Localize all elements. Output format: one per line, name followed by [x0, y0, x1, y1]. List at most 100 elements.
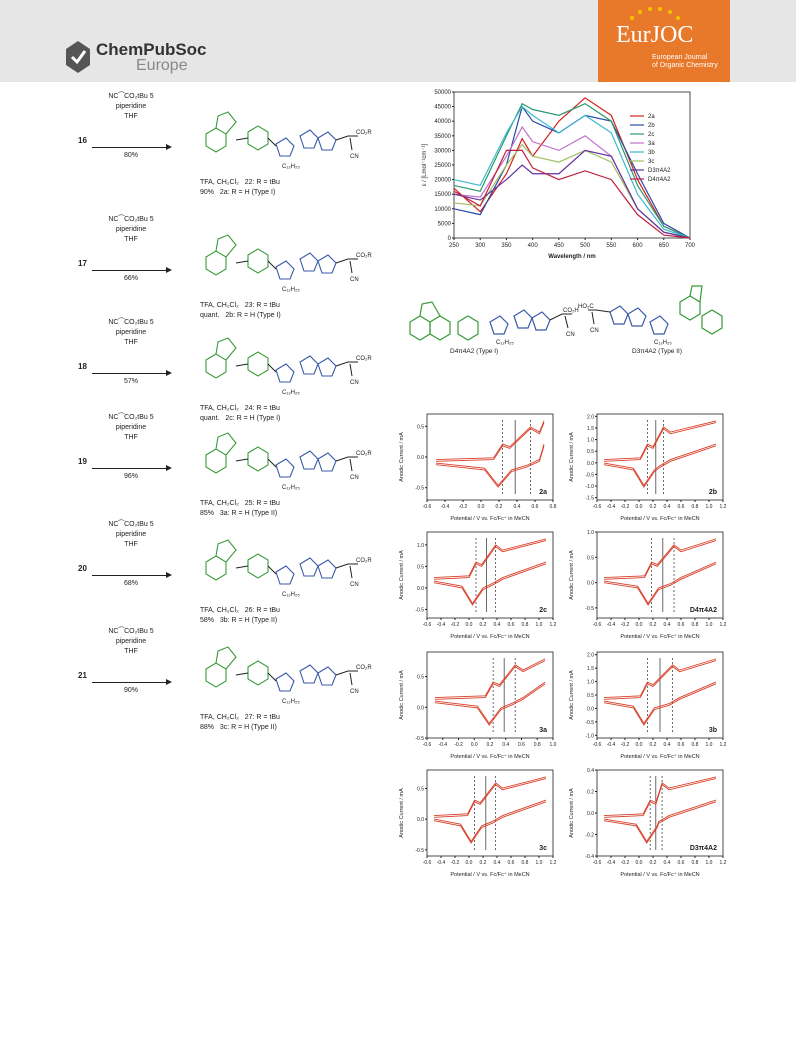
cv-compound-label: 3b	[709, 727, 717, 734]
cv-plot: -0.6 -0.4 -0.2 0.0 0.2 0.4 0.6 0.8 -0.5 0.0 0.5 Pot…	[399, 413, 557, 522]
cv-trace-reverse	[603, 801, 717, 844]
cv-compound-label: D4π4A2	[690, 607, 717, 614]
x-axis-label: Potential / V vs. Fc/Fc⁺ in MeCN	[620, 871, 699, 878]
x-tick-label: -0.2	[621, 860, 630, 866]
legend-label: 2a	[648, 114, 655, 120]
x-tick-label: 0.2	[650, 860, 657, 866]
svg-text:CN: CN	[350, 582, 359, 588]
deprotection-conditions: TFA, CH₂Cl₂ 25: R = tBu 85% 3a: R = H (Ty…	[200, 500, 280, 517]
x-tick-label: 0.8	[522, 622, 529, 628]
cv-trace-forward	[435, 420, 545, 461]
y-tick-label: 1.0	[587, 530, 594, 536]
cv-plot: -0.6 -0.4 -0.2 0.0 0.2 0.4 0.6 0.8 1.0 1.2-0.4-0.…	[569, 768, 727, 878]
y-axis-label: Anodic Current / mA	[569, 788, 575, 838]
publisher-region: Europe	[136, 57, 188, 74]
x-tick-label: 0.2	[650, 622, 657, 628]
cv-panel-2b: -0.6 -0.4 -0.2 0.0 0.2 0.4 0.6 0.8 1.0 1.2 -1.5 -1.…	[565, 410, 730, 525]
plot-frame	[426, 769, 554, 857]
y-tick-label: 0.0	[587, 461, 594, 467]
y-tick-label: 0.0	[417, 586, 424, 592]
molecule-drawing: CO₂R CN C₁₂H₂₅	[205, 111, 372, 170]
chempubsoc-emblem-icon	[66, 41, 90, 73]
x-tick-label: 0.4	[494, 622, 501, 628]
y-axis-label: Anodic Current / mA	[399, 432, 405, 482]
x-axis-label: Potential / V vs. Fc/Fc⁺ in MeCN	[450, 515, 529, 522]
scheme-step: 16 NC⁀CO₂tBu 5 piperidine THF 80% CO₂R CN C₁₂H₂…	[78, 92, 390, 210]
x-tick-label: 350	[501, 243, 512, 249]
x-tick-label: 0.4	[514, 504, 521, 510]
x-tick-label: 1.2	[550, 622, 557, 628]
reaction-arrow	[92, 144, 172, 150]
x-axis-label: Potential / V vs. Fc/Fc⁺ in MeCN	[450, 753, 529, 760]
eurjoc-logo: EurJOC European Journal of Organic Chemi…	[598, 0, 730, 82]
x-tick-label: 0.2	[480, 622, 487, 628]
series-line-3b	[453, 105, 691, 239]
svg-text:CO₂R: CO₂R	[356, 451, 372, 457]
step-yield: 80%	[123, 152, 138, 159]
y-tick-label: -0.5	[415, 486, 424, 492]
structure-label-type-ii: D3π4A2 (Type II)	[632, 348, 683, 355]
step-yield: 57%	[123, 378, 138, 385]
x-tick-label: 0.4	[664, 622, 671, 628]
x-tick-label: 0.0	[636, 504, 643, 510]
publisher-brand: ChemPubSoc	[96, 40, 207, 59]
y-tick-label: 0.5	[417, 675, 424, 681]
reagents: NC⁀CO₂tBu 5 piperidine THF	[108, 216, 154, 243]
plot-frame	[596, 531, 724, 619]
y-tick-label: 1.5	[587, 426, 594, 432]
x-tick-label: 0.8	[692, 860, 699, 866]
cv-compound-label: 2c	[539, 607, 547, 614]
cv-trace-forward	[433, 538, 547, 579]
x-tick-label: 0.6	[678, 504, 685, 510]
reagents: NC⁀CO₂tBu 5 piperidine THF	[108, 93, 154, 120]
x-tick-label: 0.8	[692, 504, 699, 510]
x-tick-label: 0.8	[550, 504, 557, 510]
cv-trace-forward	[435, 422, 545, 462]
x-tick-label: -0.4	[607, 622, 616, 628]
y-tick-label: 0	[448, 236, 452, 242]
svg-text:CN: CN	[350, 689, 359, 695]
y-tick-label: -0.5	[415, 607, 424, 613]
synthesis-scheme: 16 NC⁀CO₂tBu 5 piperidine THF 80% CO₂R CN C₁₂H₂…	[78, 92, 390, 822]
molecule-drawing: CO₂R CN C₁₂H₂₅	[205, 646, 372, 705]
cv-trace-reverse	[433, 563, 547, 606]
x-tick-label: 1.2	[720, 860, 727, 866]
cv-trace-forward	[603, 540, 717, 580]
x-tick-label: 0.4	[664, 504, 671, 510]
cv-plot: -0.6 -0.4 -0.2 0.0 0.2 0.4 0.6 0.8 1.0 1.2 -0.5 0.0…	[399, 531, 557, 640]
x-tick-label: -0.4	[607, 504, 616, 510]
y-tick-label: 30000	[434, 148, 451, 154]
y-tick-label: 0.0	[587, 706, 594, 712]
x-tick-label: 1.2	[720, 504, 727, 510]
cv-trace-forward	[603, 776, 717, 817]
x-tick-label: -0.2	[451, 860, 460, 866]
y-tick-label: 10000	[434, 207, 451, 213]
step-yield: 96%	[123, 473, 138, 480]
cv-compound-label: 3a	[539, 727, 547, 734]
x-tick-label: 1.0	[536, 860, 543, 866]
reaction-arrow	[92, 267, 172, 273]
svg-text:CN: CN	[350, 277, 359, 283]
x-tick-label: 0.6	[508, 860, 515, 866]
y-axis-label: ε / [Lmol⁻¹cm⁻¹]	[422, 143, 428, 186]
cv-trace-reverse	[603, 445, 717, 488]
y-tick-label: 0.5	[417, 424, 424, 430]
x-tick-label: -0.6	[593, 860, 602, 866]
cv-panel-2c: -0.6 -0.4 -0.2 0.0 0.2 0.4 0.6 0.8 1.0 1.2 -0.5 0.0…	[395, 528, 560, 643]
y-tick-label: 35000	[434, 134, 451, 140]
x-tick-label: 0.0	[636, 622, 643, 628]
plot-frame	[596, 413, 724, 501]
x-tick-label: 0.2	[496, 504, 503, 510]
reaction-arrow	[92, 370, 172, 376]
x-tick-label: 550	[606, 243, 617, 249]
x-tick-label: 0.2	[480, 860, 487, 866]
svg-text:C₁₂H₂₅: C₁₂H₂₅	[496, 340, 514, 346]
cv-plot: -0.6 -0.4 -0.2 0.0 0.2 0.4 0.6 0.8 1.0 1.2 -0.5 0.0…	[399, 769, 557, 878]
cv-trace-forward	[603, 658, 717, 699]
reference-dye-structures: CO₂H CN HO₂C CN C₁₂H₂₅ C₁₂H₂₅ D4π4A2 (Ty…	[400, 282, 730, 392]
cv-panel-D4π4A2: -0.6 -0.4 -0.2 0.0 0.2 0.4 0.6 0.8 1.0 1.2 -0.5 0.0…	[565, 528, 730, 643]
step-yield: 90%	[123, 687, 138, 694]
cv-trace-forward	[433, 778, 547, 818]
reagents: NC⁀CO₂tBu 5 piperidine THF	[108, 319, 154, 346]
y-tick-label: 0.2	[587, 790, 594, 796]
